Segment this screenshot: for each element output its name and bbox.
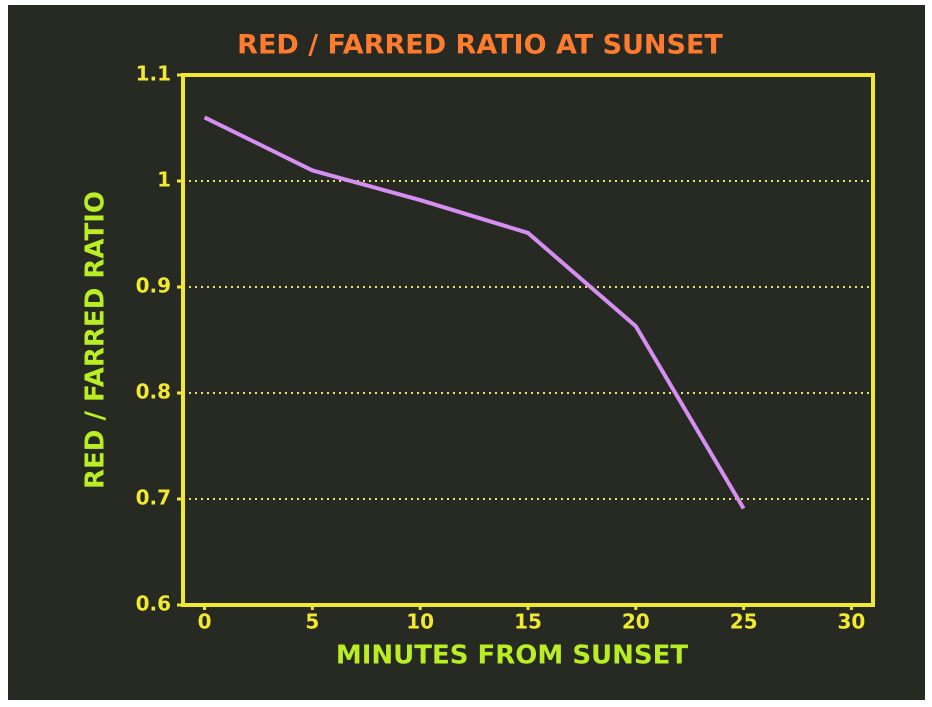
data-line [203, 115, 746, 510]
x-tick-label: 30 [838, 610, 866, 634]
chart-title: RED / FARRED RATIO AT SUNSET [237, 30, 723, 61]
y-tick-label: 0.8 [136, 380, 171, 404]
x-tick-label: 20 [622, 610, 650, 634]
y-tick-label: 1.1 [136, 62, 171, 86]
y-tick-label: 0.9 [136, 274, 171, 298]
plot-frame [181, 73, 875, 607]
x-tick-label: 5 [305, 610, 319, 634]
x-tick-label: 25 [730, 610, 758, 634]
slide-background [8, 5, 925, 700]
y-tick-label: 0.7 [136, 486, 171, 510]
y-axis-label: RED / FARRED RATIO [81, 191, 111, 489]
x-tick-label: 15 [514, 610, 542, 634]
y-tick-label: 0.6 [136, 592, 171, 616]
x-tick-label: 10 [406, 610, 434, 634]
x-tick-label: 0 [198, 610, 212, 634]
x-axis-label: MINUTES FROM SUNSET [336, 641, 689, 671]
y-tick-label: 1 [157, 168, 171, 192]
